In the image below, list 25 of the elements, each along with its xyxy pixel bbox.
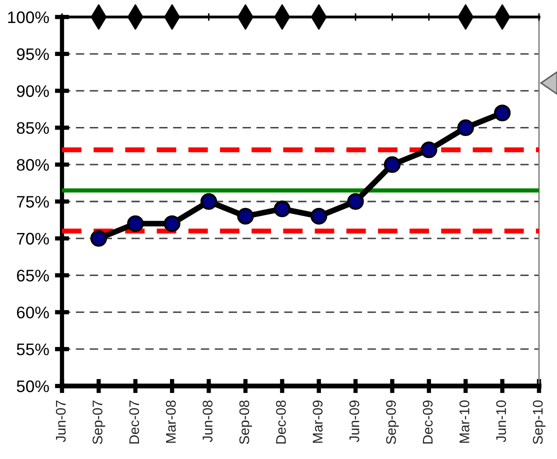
y-tick-label: 50% xyxy=(16,380,49,392)
y-tick-label: 55% xyxy=(16,344,49,356)
y-tick-label: 70% xyxy=(16,232,49,245)
x-tick-label: Dec-08 xyxy=(276,400,286,444)
y-tick-label: 85% xyxy=(16,122,49,134)
y-tick-label: 100% xyxy=(8,11,49,24)
x-tick-label: Jun-07 xyxy=(56,400,66,442)
x-tick-label: Sep-10 xyxy=(532,400,546,444)
y-tick-label: 60% xyxy=(16,306,49,318)
y-tick-label: 95% xyxy=(16,48,49,60)
y-tick-label: 75% xyxy=(16,196,49,208)
x-tick-label: Dec-09 xyxy=(422,400,433,444)
x-tick-label: Sep-08 xyxy=(239,400,252,444)
x-tick-label: Jun-09 xyxy=(349,400,360,442)
x-tick-label: Jun-08 xyxy=(202,400,212,442)
x-tick-label: Sep-09 xyxy=(386,400,399,444)
x-tick-label: Mar-10 xyxy=(460,400,470,443)
y-tick-label: 80% xyxy=(16,159,49,171)
y-tick-label: 65% xyxy=(16,270,49,282)
x-tick-label: Sep-07 xyxy=(92,400,106,444)
x-tick-label: Mar-08 xyxy=(166,400,176,443)
y-tick-label: 90% xyxy=(16,85,49,98)
x-tick-label: Mar-09 xyxy=(312,400,323,443)
x-tick-label: Jun-10 xyxy=(496,400,506,442)
x-tick-label: Dec-07 xyxy=(129,400,140,444)
